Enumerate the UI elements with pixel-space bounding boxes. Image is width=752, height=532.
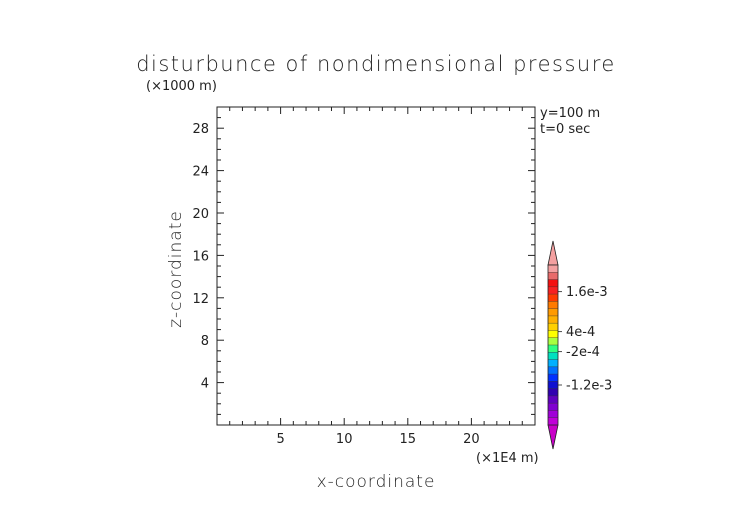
colorbar-band	[548, 374, 558, 382]
annotation-t: t=0 sec	[540, 122, 590, 137]
colorbar-label: -2e-4	[566, 345, 600, 360]
y-axis-title: z-coordinate	[166, 210, 186, 328]
y-ticks: 4 8 12 16 20 24 28	[192, 117, 535, 415]
colorbar-band	[548, 388, 558, 397]
colorbar-band	[548, 410, 558, 419]
chart-title: disturbunce of nondimensional pressure	[136, 52, 616, 76]
x-units-label: (×1E4 m)	[476, 451, 539, 466]
x-ticks: 5 10 15 20	[229, 107, 523, 447]
y-tick-label: 16	[192, 249, 209, 264]
colorbar-frame	[547, 264, 559, 426]
x-tick-label: 5	[276, 432, 284, 447]
colorbar-label: 1.6e-3	[566, 285, 608, 300]
colorbar-band	[548, 403, 558, 411]
colorbar-band	[548, 308, 558, 317]
y-tick-label: 24	[192, 165, 209, 180]
colorbar-band	[548, 272, 558, 280]
colorbar-band	[548, 279, 558, 288]
y-units-label: (×1000 m)	[146, 79, 217, 94]
colorbar-band	[548, 294, 558, 302]
colorbar-band	[548, 359, 558, 368]
y-tick-label: 8	[201, 334, 209, 349]
colorbar-band	[548, 352, 558, 360]
colorbar-band	[548, 315, 558, 324]
x-tick-label: 15	[400, 432, 417, 447]
colorbar-min-extend	[547, 424, 559, 450]
colorbar-band	[548, 366, 558, 375]
colorbar-band	[548, 265, 558, 273]
colorbar-band	[548, 395, 558, 404]
colorbar-label: 4e-4	[566, 325, 595, 340]
x-axis-title: x-coordinate	[317, 472, 436, 492]
colorbar-max-extend	[547, 240, 559, 266]
colorbar-band	[548, 286, 558, 295]
y-tick-label: 12	[192, 292, 209, 307]
x-tick-label: 20	[463, 432, 480, 447]
colorbar: 1.6e-3 4e-4 -2e-4 -1.2e-3	[547, 240, 612, 450]
colorbar-band	[548, 323, 558, 331]
colorbar-band	[548, 301, 558, 309]
y-tick-label: 4	[201, 377, 209, 392]
colorbar-label: -1.2e-3	[566, 379, 612, 394]
colorbar-band	[548, 417, 558, 426]
colorbar-band	[548, 337, 558, 346]
colorbar-band	[548, 381, 558, 389]
y-tick-label: 20	[192, 207, 209, 222]
colorbar-band	[548, 330, 558, 339]
colorbar-band	[548, 345, 558, 353]
annotation-y: y=100 m	[540, 106, 600, 121]
x-tick-label: 10	[336, 432, 353, 447]
y-tick-label: 28	[192, 122, 209, 137]
plot-frame	[216, 106, 536, 426]
